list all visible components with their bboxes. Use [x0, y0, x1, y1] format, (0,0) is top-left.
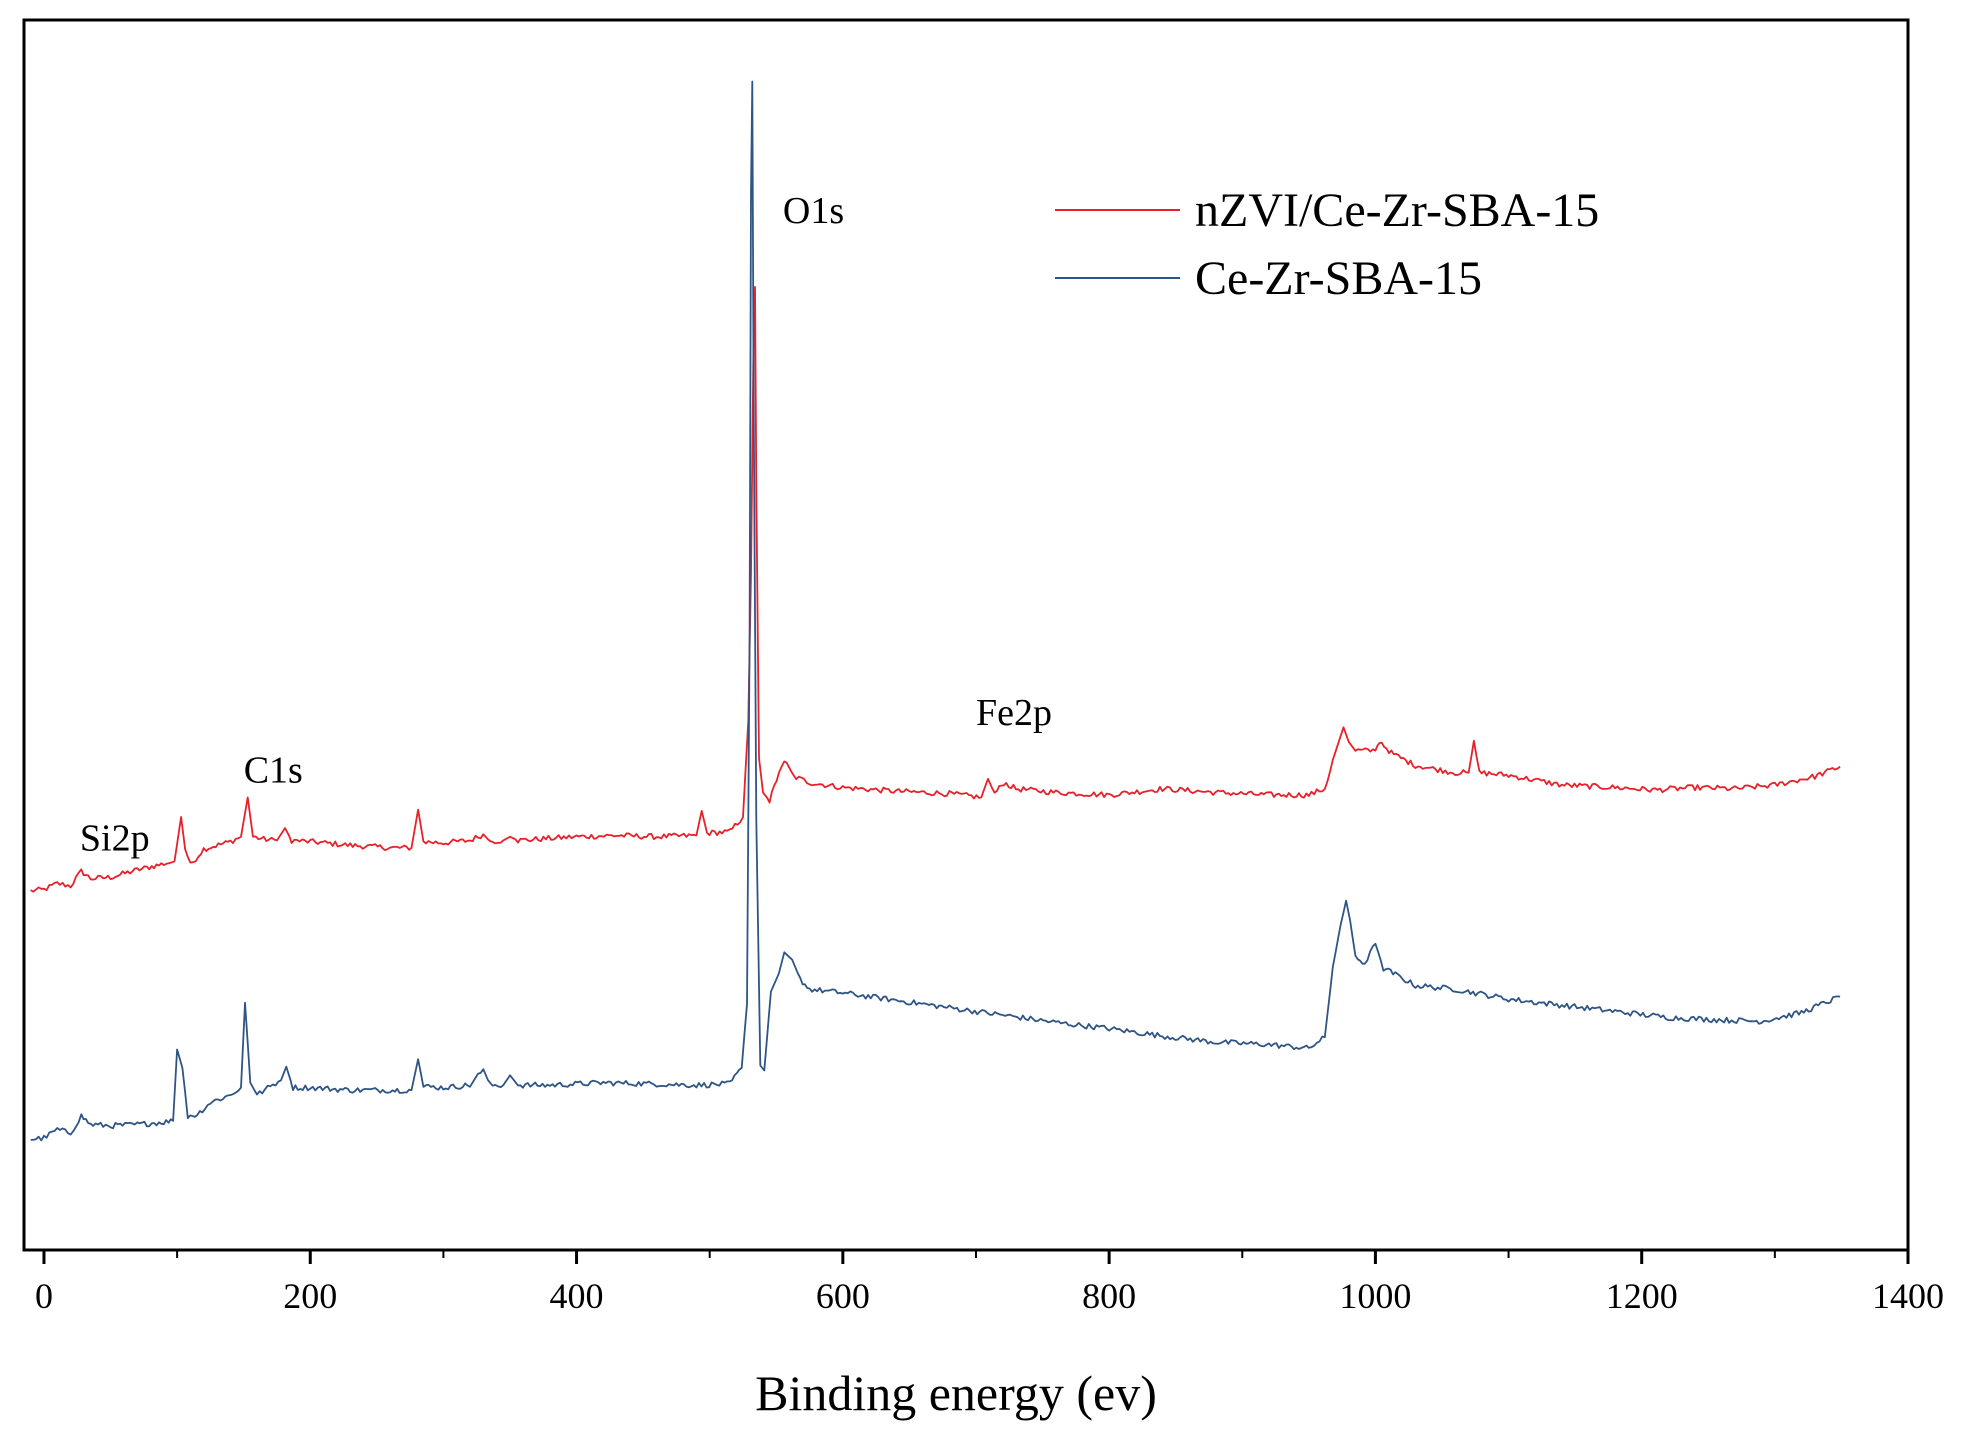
legend-label-ce-zr: Ce-Zr-SBA-15 — [1195, 252, 1482, 305]
x-tick-label: 800 — [1082, 1276, 1136, 1316]
series-line-ce-zr — [30, 80, 1841, 1142]
x-tick-label: 0 — [35, 1276, 53, 1316]
x-axis-ticks — [42, 1250, 1910, 1264]
x-axis-title: Binding energy (ev) — [755, 1365, 1157, 1421]
annotation-c1s: C1s — [244, 750, 303, 792]
annotation-fe2p: Fe2p — [976, 692, 1052, 734]
x-tick-label: 1200 — [1606, 1276, 1678, 1316]
plot-frame — [22, 18, 1910, 1252]
x-axis-tick-labels: 0 200 400 600 800 1000 1200 1400 — [35, 1276, 1944, 1316]
legend-label-nzvi: nZVI/Ce-Zr-SBA-15 — [1195, 184, 1599, 237]
x-tick-label: 400 — [550, 1276, 604, 1316]
annotation-o1s: O1s — [783, 190, 844, 232]
series-layer — [30, 80, 1841, 1142]
x-tick-label: 200 — [283, 1276, 337, 1316]
series-line-nzvi — [30, 286, 1841, 893]
x-tick-label: 1400 — [1872, 1276, 1944, 1316]
x-tick-label: 600 — [816, 1276, 870, 1316]
annotation-si2p: Si2p — [80, 817, 150, 859]
peak-annotations: Si2p C1s O1s Fe2p — [80, 190, 1052, 859]
x-tick-label: 1000 — [1339, 1276, 1411, 1316]
legend: nZVI/Ce-Zr-SBA-15 Ce-Zr-SBA-15 — [1055, 184, 1599, 305]
